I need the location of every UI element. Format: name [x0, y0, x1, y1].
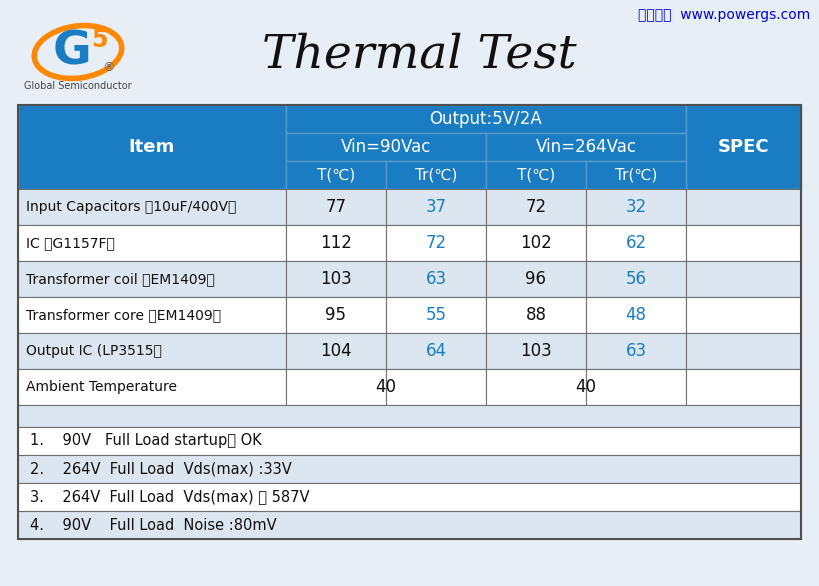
Text: Vin=264Vac: Vin=264Vac — [536, 138, 636, 156]
Text: Thermal Test: Thermal Test — [262, 32, 577, 77]
Text: 102: 102 — [520, 234, 552, 252]
Bar — [486, 261, 586, 297]
Bar — [386, 225, 486, 261]
Bar — [586, 161, 686, 189]
Bar — [386, 161, 486, 189]
Text: Output:5V/2A: Output:5V/2A — [430, 110, 542, 128]
Bar — [486, 369, 586, 405]
Bar — [286, 261, 386, 297]
Bar — [586, 297, 686, 333]
Text: 112: 112 — [320, 234, 352, 252]
Bar — [18, 105, 801, 539]
Bar — [386, 297, 486, 333]
Text: T(℃): T(℃) — [317, 168, 355, 182]
Text: Transformer core （EM1409）: Transformer core （EM1409） — [26, 308, 221, 322]
Bar — [486, 297, 586, 333]
Text: Vin=90Vac: Vin=90Vac — [341, 138, 431, 156]
Text: Transformer coil （EM1409）: Transformer coil （EM1409） — [26, 272, 215, 286]
Bar — [286, 297, 386, 333]
Text: 62: 62 — [626, 234, 646, 252]
Bar — [18, 511, 801, 539]
Text: Global Semiconductor: Global Semiconductor — [25, 81, 132, 91]
Bar — [18, 105, 286, 189]
Text: 48: 48 — [626, 306, 646, 324]
Bar — [686, 225, 801, 261]
Text: 3.    264V  Full Load  Vds(max) ： 587V: 3. 264V Full Load Vds(max) ： 587V — [30, 489, 310, 505]
Bar — [486, 225, 586, 261]
Text: 40: 40 — [375, 378, 396, 396]
Text: 5: 5 — [91, 28, 107, 52]
Bar — [686, 261, 801, 297]
Text: 55: 55 — [426, 306, 446, 324]
Bar — [486, 189, 586, 225]
Text: 96: 96 — [526, 270, 546, 288]
Bar — [686, 297, 801, 333]
Bar — [18, 483, 801, 511]
Bar — [686, 189, 801, 225]
Text: Ambient Temperature: Ambient Temperature — [26, 380, 177, 394]
Text: Tr(℃): Tr(℃) — [615, 168, 657, 182]
Text: 37: 37 — [425, 198, 446, 216]
Bar — [18, 427, 801, 455]
Text: 港晶电子  www.powergs.com: 港晶电子 www.powergs.com — [638, 8, 810, 22]
Text: 77: 77 — [325, 198, 346, 216]
Text: T(℃): T(℃) — [517, 168, 555, 182]
Bar — [286, 133, 486, 161]
Text: 88: 88 — [526, 306, 546, 324]
Text: 104: 104 — [320, 342, 352, 360]
Bar — [586, 261, 686, 297]
Bar — [286, 189, 386, 225]
Bar — [686, 105, 801, 189]
Text: 63: 63 — [425, 270, 446, 288]
Text: 95: 95 — [325, 306, 346, 324]
Text: Tr(℃): Tr(℃) — [414, 168, 457, 182]
Bar — [486, 333, 586, 369]
Bar — [686, 333, 801, 369]
Bar — [386, 333, 486, 369]
Bar — [586, 225, 686, 261]
Bar — [386, 189, 486, 225]
Bar — [586, 333, 686, 369]
Text: Input Capacitors （10uF/400V）: Input Capacitors （10uF/400V） — [26, 200, 237, 214]
Bar — [486, 133, 686, 161]
Text: 1.    90V   Full Load startup： OK: 1. 90V Full Load startup： OK — [30, 434, 262, 448]
Bar — [686, 369, 801, 405]
Bar — [18, 261, 286, 297]
Text: 40: 40 — [576, 378, 596, 396]
Text: 103: 103 — [320, 270, 352, 288]
Bar — [286, 105, 686, 133]
Text: 4.    90V    Full Load  Noise :80mV: 4. 90V Full Load Noise :80mV — [30, 517, 277, 533]
Text: 32: 32 — [626, 198, 647, 216]
Text: SPEC: SPEC — [717, 138, 769, 156]
Bar — [18, 369, 286, 405]
Bar — [18, 333, 286, 369]
Text: 64: 64 — [426, 342, 446, 360]
Bar — [18, 225, 286, 261]
Text: 72: 72 — [526, 198, 546, 216]
Text: IC （G1157F）: IC （G1157F） — [26, 236, 115, 250]
Bar — [586, 189, 686, 225]
Bar — [286, 333, 386, 369]
Text: 63: 63 — [626, 342, 646, 360]
Bar — [586, 369, 686, 405]
Bar — [386, 261, 486, 297]
Text: Item: Item — [129, 138, 175, 156]
Bar — [386, 369, 486, 405]
Bar — [286, 369, 386, 405]
Bar — [18, 189, 286, 225]
Text: 56: 56 — [626, 270, 646, 288]
Bar — [18, 455, 801, 483]
Text: Output IC (LP3515）: Output IC (LP3515） — [26, 344, 162, 358]
Bar — [486, 161, 586, 189]
Text: 2.    264V  Full Load  Vds(max) :33V: 2. 264V Full Load Vds(max) :33V — [30, 462, 292, 476]
Bar — [286, 225, 386, 261]
Text: G: G — [52, 29, 92, 74]
Text: 72: 72 — [425, 234, 446, 252]
Bar — [18, 405, 801, 427]
Bar — [286, 161, 386, 189]
Text: 103: 103 — [520, 342, 552, 360]
Text: ®: ® — [102, 62, 114, 74]
Bar — [18, 297, 286, 333]
